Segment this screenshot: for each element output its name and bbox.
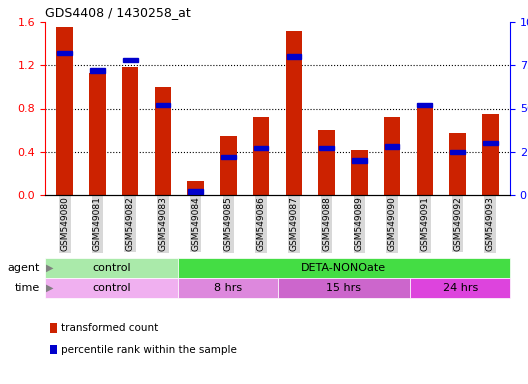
Bar xyxy=(417,103,433,195)
Bar xyxy=(188,189,203,194)
Bar xyxy=(155,87,171,195)
Bar xyxy=(287,55,301,59)
Text: ▶: ▶ xyxy=(45,263,53,273)
Bar xyxy=(178,278,278,298)
Bar xyxy=(418,103,432,107)
Bar xyxy=(122,68,138,195)
Bar xyxy=(410,278,510,298)
Bar xyxy=(57,51,72,55)
Bar xyxy=(286,31,302,195)
Bar xyxy=(123,58,137,62)
Bar xyxy=(178,258,510,278)
Bar xyxy=(482,114,498,195)
Bar xyxy=(220,136,237,195)
Bar xyxy=(45,278,178,298)
Bar xyxy=(351,150,367,195)
Text: agent: agent xyxy=(7,263,40,273)
Text: 8 hrs: 8 hrs xyxy=(214,283,242,293)
Bar xyxy=(45,258,178,278)
Text: 24 hrs: 24 hrs xyxy=(442,283,478,293)
Text: percentile rank within the sample: percentile rank within the sample xyxy=(61,344,237,354)
Text: control: control xyxy=(92,283,131,293)
Text: 15 hrs: 15 hrs xyxy=(326,283,362,293)
Bar xyxy=(253,117,269,195)
Bar xyxy=(56,27,73,195)
Bar xyxy=(352,158,367,162)
Bar xyxy=(187,181,204,195)
Text: ▶: ▶ xyxy=(45,283,53,293)
Text: time: time xyxy=(14,283,40,293)
Text: transformed count: transformed count xyxy=(61,323,158,333)
Bar xyxy=(318,130,335,195)
Bar xyxy=(384,117,400,195)
Bar xyxy=(90,68,105,73)
Bar xyxy=(483,141,498,145)
Bar xyxy=(156,103,170,107)
Bar xyxy=(385,144,400,149)
Text: GDS4408 / 1430258_at: GDS4408 / 1430258_at xyxy=(45,7,191,20)
Bar xyxy=(221,155,235,159)
Bar xyxy=(319,146,334,151)
Bar xyxy=(449,133,466,195)
Bar xyxy=(450,150,465,154)
Bar xyxy=(89,73,106,195)
Text: DETA-NONOate: DETA-NONOate xyxy=(301,263,386,273)
Bar xyxy=(278,278,410,298)
Bar xyxy=(254,146,269,151)
Text: control: control xyxy=(92,263,131,273)
